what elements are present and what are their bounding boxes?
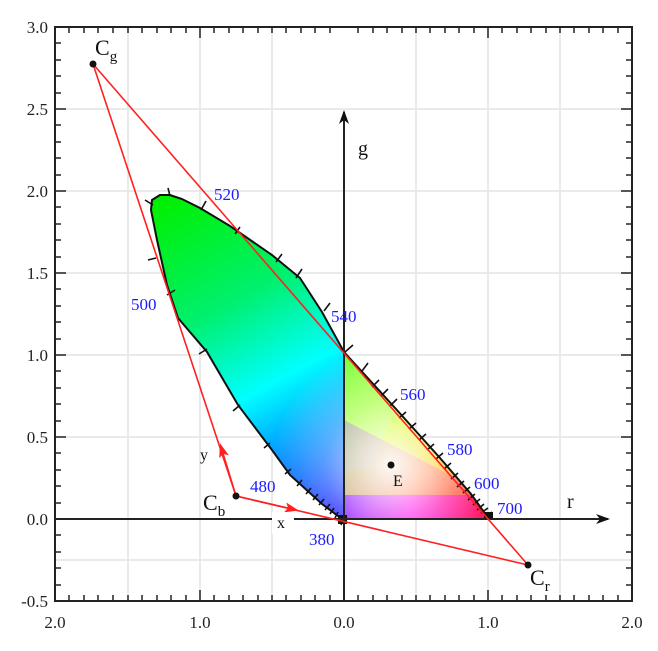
y-direction-label: y [200,447,208,464]
e-label: E [393,473,403,490]
wavelength-label-520: 520 [214,185,240,204]
y-tick-label: 2.0 [27,182,48,201]
point-cr [524,561,532,569]
y-tick-label: 3.0 [27,18,48,37]
y-tick-label: 2.5 [27,100,48,119]
x-tick-labels: 2.0 1.0 0.0 1.0 2.0 [44,613,642,632]
point-cb [232,492,240,500]
cg-label: Cg [95,35,118,65]
plot-frame [54,26,633,602]
r-axis-label: r [567,491,574,513]
wavelength-label-600: 600 [474,474,500,493]
point-cg [89,60,97,68]
wavelength-labels: 380 480 500 520 540 560 580 600 700 [131,185,523,549]
locus-end-700-marker [484,512,493,519]
x-direction-label: x [277,515,285,532]
y-tick-label: 1.5 [27,264,48,283]
wavelength-label-580: 580 [447,440,473,459]
frame-ticks [55,26,632,586]
frame-ticks-horizontal [68,27,619,601]
wavelength-label-380: 380 [309,530,335,549]
y-tick-label: 0.0 [27,510,48,529]
x-tick-label: 1.0 [477,613,498,632]
y-tick-label: 0.5 [27,428,48,447]
x-tick-label: 2.0 [621,613,642,632]
point-e [387,461,395,469]
wavelength-label-540: 540 [331,307,357,326]
y-tick-label: -0.5 [21,592,48,611]
wavelength-label-700: 700 [497,499,523,518]
x-tick-label: 2.0 [44,613,65,632]
y-direction-arrow [219,443,237,497]
wavelength-label-560: 560 [400,385,426,404]
g-axis-label: g [358,138,368,160]
y-tick-labels: 3.0 2.5 2.0 1.5 1.0 0.5 0.0 -0.5 [21,18,48,611]
x-direction-arrow [235,495,299,513]
cb-label: Cb [203,490,225,520]
wavelength-label-480: 480 [250,477,276,496]
cr-label: Cr [530,565,550,595]
y-tick-label: 1.0 [27,346,48,365]
wavelength-label-500: 500 [131,295,157,314]
x-tick-label: 1.0 [189,613,210,632]
x-label-bg [272,512,294,534]
x-tick-label: 0.0 [333,613,354,632]
